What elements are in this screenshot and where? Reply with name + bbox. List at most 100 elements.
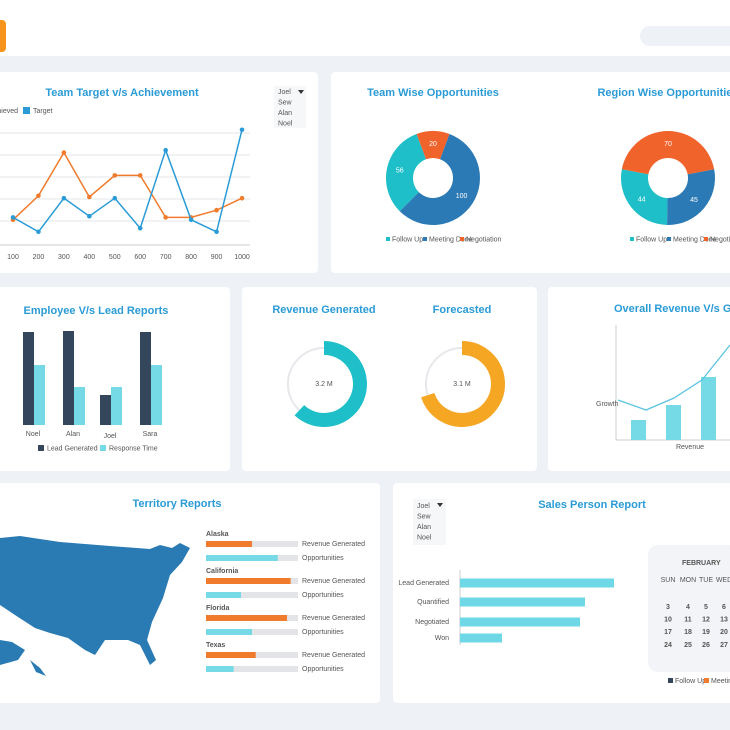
legend-label: Meeting Done xyxy=(673,236,717,243)
dropdown-arrow xyxy=(437,503,443,507)
day: 27 xyxy=(720,642,728,649)
y-tick-label: Negotiated xyxy=(415,619,449,626)
bar xyxy=(460,617,580,627)
legend-label: Meeting xyxy=(711,678,730,685)
bar xyxy=(151,365,162,425)
x-tick-label: Noel xyxy=(26,431,41,438)
gauge-label: 3.2 M xyxy=(315,381,333,388)
card-title: Forecasted xyxy=(433,304,492,316)
donut-segment xyxy=(620,169,668,225)
data-label: 100 xyxy=(456,193,468,200)
donut-segment xyxy=(399,133,481,226)
card-title: Revenue Generated xyxy=(272,304,375,316)
day: 6 xyxy=(722,604,726,611)
metric-label: Revenue Generated xyxy=(302,578,365,585)
metric-label: Opportunities xyxy=(302,629,344,636)
us-map xyxy=(0,536,190,665)
x-tick-label: 600 xyxy=(134,254,146,261)
bar xyxy=(206,592,241,598)
dropdown-item: Sew xyxy=(417,513,432,520)
point xyxy=(137,225,143,231)
bar-track xyxy=(206,666,298,672)
dropdown-item: Joel xyxy=(278,89,291,96)
top-bar xyxy=(0,0,730,56)
region-label: California xyxy=(206,568,238,575)
dropdown[interactable] xyxy=(413,499,446,545)
card-title: Overall Revenue V/s Growth xyxy=(614,303,730,315)
bar xyxy=(206,629,252,635)
point xyxy=(163,147,168,153)
x-tick-label: 400 xyxy=(83,254,95,261)
map-islands xyxy=(0,640,46,676)
series-line xyxy=(617,344,730,411)
dropdown-arrow xyxy=(298,90,304,94)
series-line xyxy=(12,129,243,233)
legend-label: Meeting Done xyxy=(429,236,473,243)
metric-label: Opportunities xyxy=(302,666,344,673)
x-tick-label: Joel xyxy=(104,433,117,440)
bar xyxy=(701,377,716,440)
card xyxy=(0,287,230,471)
dropdown-item: Sew xyxy=(278,99,293,106)
point xyxy=(10,215,16,220)
card-title: Team Target v/s Achievement xyxy=(45,87,199,99)
region-label: Texas xyxy=(206,642,225,649)
weekday: SUN xyxy=(661,577,676,584)
menu-button[interactable] xyxy=(0,20,6,52)
axis-label: Revenue xyxy=(676,444,704,451)
point xyxy=(87,194,92,200)
day: 19 xyxy=(702,629,710,636)
plot-lines xyxy=(0,132,250,246)
card-title: Territory Reports xyxy=(132,498,221,510)
day: 5 xyxy=(704,604,708,611)
gauge-label: 3.1 M xyxy=(453,381,471,388)
day: 18 xyxy=(684,629,692,636)
legend-label: Follow Up xyxy=(392,236,423,243)
x-tick-label: 800 xyxy=(185,254,197,261)
day: 25 xyxy=(684,642,692,649)
data-label: 20 xyxy=(429,141,437,148)
region-label: Florida xyxy=(206,605,229,612)
metric-label: Revenue Generated xyxy=(302,615,365,622)
card-title: Team Wise Opportunities xyxy=(367,87,499,99)
donut-segment xyxy=(416,131,450,160)
bar xyxy=(206,541,252,547)
metric-label: Opportunities xyxy=(302,555,344,562)
day: 13 xyxy=(720,617,728,624)
point xyxy=(137,173,143,178)
legend-swatch xyxy=(423,237,427,241)
bar xyxy=(100,395,111,425)
bar-track xyxy=(206,592,298,598)
legend-swatch xyxy=(38,445,44,451)
legend-swatch xyxy=(704,678,709,683)
search-box[interactable] xyxy=(640,26,730,46)
donut-segment xyxy=(667,169,715,225)
dropdown-item: Alan xyxy=(417,524,431,531)
axis-label: Growth xyxy=(596,401,619,408)
legend-label: Target xyxy=(33,108,53,115)
data-label: 70 xyxy=(664,141,672,148)
x-tick-label: 300 xyxy=(58,254,70,261)
metric-label: Opportunities xyxy=(302,592,344,599)
point xyxy=(36,193,41,199)
point xyxy=(214,229,219,235)
donut-segment xyxy=(386,133,427,212)
y-tick-label: Won xyxy=(435,635,449,642)
data-label: 45 xyxy=(690,197,698,204)
bar xyxy=(111,387,122,425)
point xyxy=(239,195,245,201)
day: 20 xyxy=(720,629,728,636)
point xyxy=(214,207,219,213)
point xyxy=(61,195,67,201)
x-tick-label: 500 xyxy=(109,254,121,261)
bar xyxy=(23,332,34,425)
region-label: Alaska xyxy=(206,531,229,538)
bar xyxy=(63,331,74,425)
card-title: Sales Person Report xyxy=(538,499,646,511)
point xyxy=(112,195,118,201)
legend-label: Achieved xyxy=(0,108,18,115)
bar xyxy=(460,597,585,607)
card-title: Region Wise Opportunities xyxy=(597,87,730,99)
x-tick-label: 900 xyxy=(211,254,223,261)
